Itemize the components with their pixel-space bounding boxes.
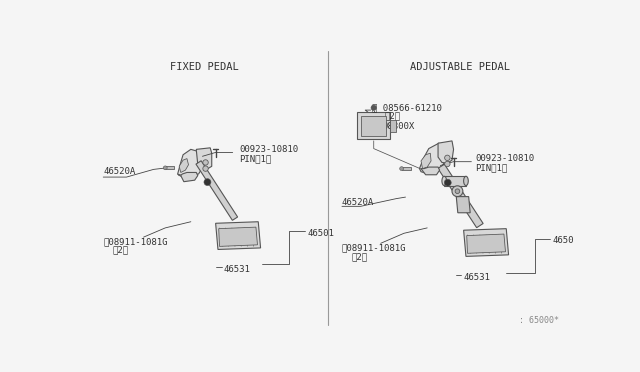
Polygon shape [180,173,198,182]
Text: 46531: 46531 [223,265,250,274]
Text: ⓝ08911-1081G: ⓝ08911-1081G [103,237,168,246]
Circle shape [400,167,404,170]
Circle shape [445,161,450,167]
Polygon shape [402,167,411,170]
Text: ⓝ08911-1081G: ⓝ08911-1081G [342,243,406,253]
Polygon shape [219,227,257,246]
Text: 98800X: 98800X [382,122,415,131]
Ellipse shape [442,176,447,186]
Circle shape [204,179,211,186]
Text: （2）: （2） [351,252,367,261]
Ellipse shape [463,176,468,186]
Circle shape [444,179,451,186]
Polygon shape [179,158,189,173]
Circle shape [455,189,460,193]
Circle shape [452,186,463,196]
Polygon shape [456,196,470,213]
Text: 46520A: 46520A [103,167,136,176]
Text: （2）: （2） [113,246,129,255]
Polygon shape [444,176,466,186]
Circle shape [163,166,167,170]
Text: （2）: （2） [385,112,401,121]
Circle shape [445,155,450,161]
Text: ADJUSTABLE PEDAL: ADJUSTABLE PEDAL [410,62,509,71]
Text: 46531: 46531 [463,273,490,282]
Circle shape [203,160,208,165]
Polygon shape [362,116,386,135]
Polygon shape [467,234,506,253]
Polygon shape [216,222,260,250]
Polygon shape [390,120,396,132]
Polygon shape [358,112,390,140]
Polygon shape [419,143,447,173]
Text: 46501: 46501 [307,229,334,238]
Polygon shape [438,164,483,228]
Text: : 65000*: : 65000* [519,316,559,325]
Polygon shape [421,167,440,175]
Text: 00923-10810: 00923-10810 [239,145,298,154]
Text: 00923-10810: 00923-10810 [476,154,534,163]
Text: FIXED PEDAL: FIXED PEDAL [170,62,238,71]
Text: 46520A: 46520A [342,198,374,207]
Polygon shape [178,150,202,176]
Polygon shape [438,141,454,163]
Polygon shape [421,153,431,169]
Text: Ⓑ 08566-61210: Ⓑ 08566-61210 [372,103,442,112]
Text: PIN（1）: PIN（1） [239,154,271,163]
Circle shape [203,166,208,171]
Polygon shape [178,173,196,178]
Polygon shape [463,229,509,256]
Text: 4650: 4650 [553,237,574,246]
Text: PIN（1）: PIN（1） [476,163,508,172]
Polygon shape [165,166,174,169]
Circle shape [371,105,376,110]
Polygon shape [196,148,212,169]
Polygon shape [196,161,237,220]
